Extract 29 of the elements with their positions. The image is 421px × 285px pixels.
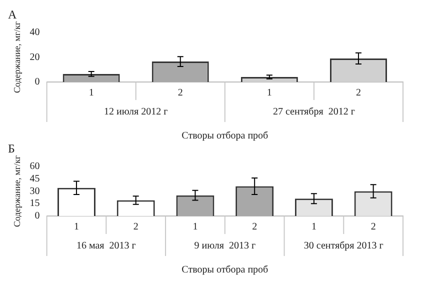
x-axis-title: Створы отбора проб [182,264,268,276]
y-tick-label: 0 [34,76,40,88]
x-tick-label: 2 [133,222,138,233]
x-tick-label: 1 [192,222,198,233]
x-tick-label: 1 [266,88,272,99]
text: 27 сентября 2012 г [272,106,355,118]
x-tick-label: 2 [356,88,361,99]
y-tick-label: 30 [30,186,40,197]
y-tick-label: 40 [30,27,40,38]
x-tick-label: 1 [311,222,316,233]
x-tick-label: 2 [178,88,183,99]
y-axis-title: Содержание, мг/кг [12,155,22,228]
y-axis-title: Содержание, мг/кг [12,21,22,94]
text: 30 сентября 2013 г [304,240,384,252]
x-tick-label: 2 [370,222,376,233]
text: 12 июля 2012 г [104,106,168,118]
x-axis-title: Створы отбора проб [182,130,268,142]
x-tick-label: 2 [252,222,258,233]
y-tick-label: 60 [30,161,40,172]
x-tick-label: 1 [88,88,94,99]
y-tick-label: 15 [30,198,40,210]
y-tick-label: 20 [30,52,40,63]
y-tick-label: 45 [30,173,40,184]
text: 16 мая 2013 г [76,240,136,252]
chart-title: А [8,7,17,22]
x-tick-label: 1 [74,222,79,233]
chart-title: Б [8,141,15,156]
y-tick-label: 0 [34,210,40,222]
text: 9 июля 2013 г [194,240,256,252]
